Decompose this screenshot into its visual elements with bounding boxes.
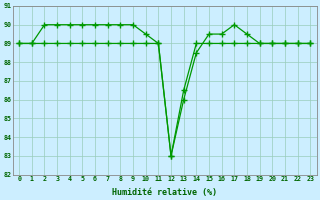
X-axis label: Humidité relative (%): Humidité relative (%) (112, 188, 217, 197)
